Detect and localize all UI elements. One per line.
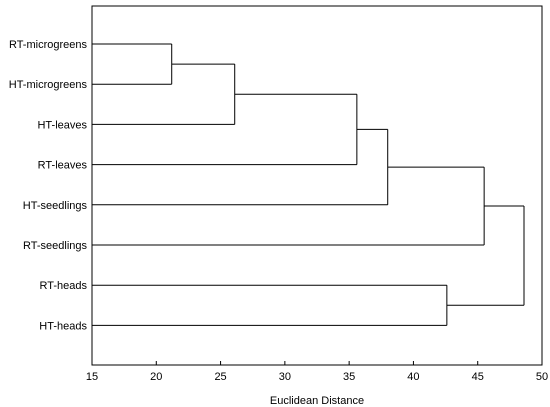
dendrogram-links bbox=[92, 43, 525, 326]
leaf-label: RT-heads bbox=[40, 280, 88, 292]
x-tick-label: 45 bbox=[472, 371, 484, 383]
x-axis-ticks: 15 20 25 30 35 40 45 50 bbox=[86, 361, 548, 383]
leaf-label: HT-heads bbox=[39, 320, 87, 332]
leaf-label: HT-leaves bbox=[37, 119, 87, 131]
x-tick-label: 25 bbox=[214, 371, 226, 383]
x-tick-label: 20 bbox=[150, 371, 162, 383]
x-tick-label: 15 bbox=[86, 371, 98, 383]
leaf-label: HT-microgreens bbox=[9, 79, 88, 91]
plot-frame bbox=[91, 5, 543, 366]
leaf-label: RT-leaves bbox=[38, 160, 88, 172]
leaf-label: HT-seedlings bbox=[23, 200, 88, 212]
x-tick-label: 30 bbox=[279, 371, 291, 383]
x-tick-label: 40 bbox=[407, 371, 419, 383]
x-tick-label: 35 bbox=[343, 371, 355, 383]
leaf-label: RT-microgreens bbox=[9, 39, 88, 51]
leaf-label: RT-seedlings bbox=[23, 240, 87, 252]
x-axis-label: Euclidean Distance bbox=[270, 395, 364, 407]
x-tick-label: 50 bbox=[536, 371, 548, 383]
leaf-labels: RT-microgreens HT-microgreens HT-leaves RT-… bbox=[9, 39, 88, 332]
